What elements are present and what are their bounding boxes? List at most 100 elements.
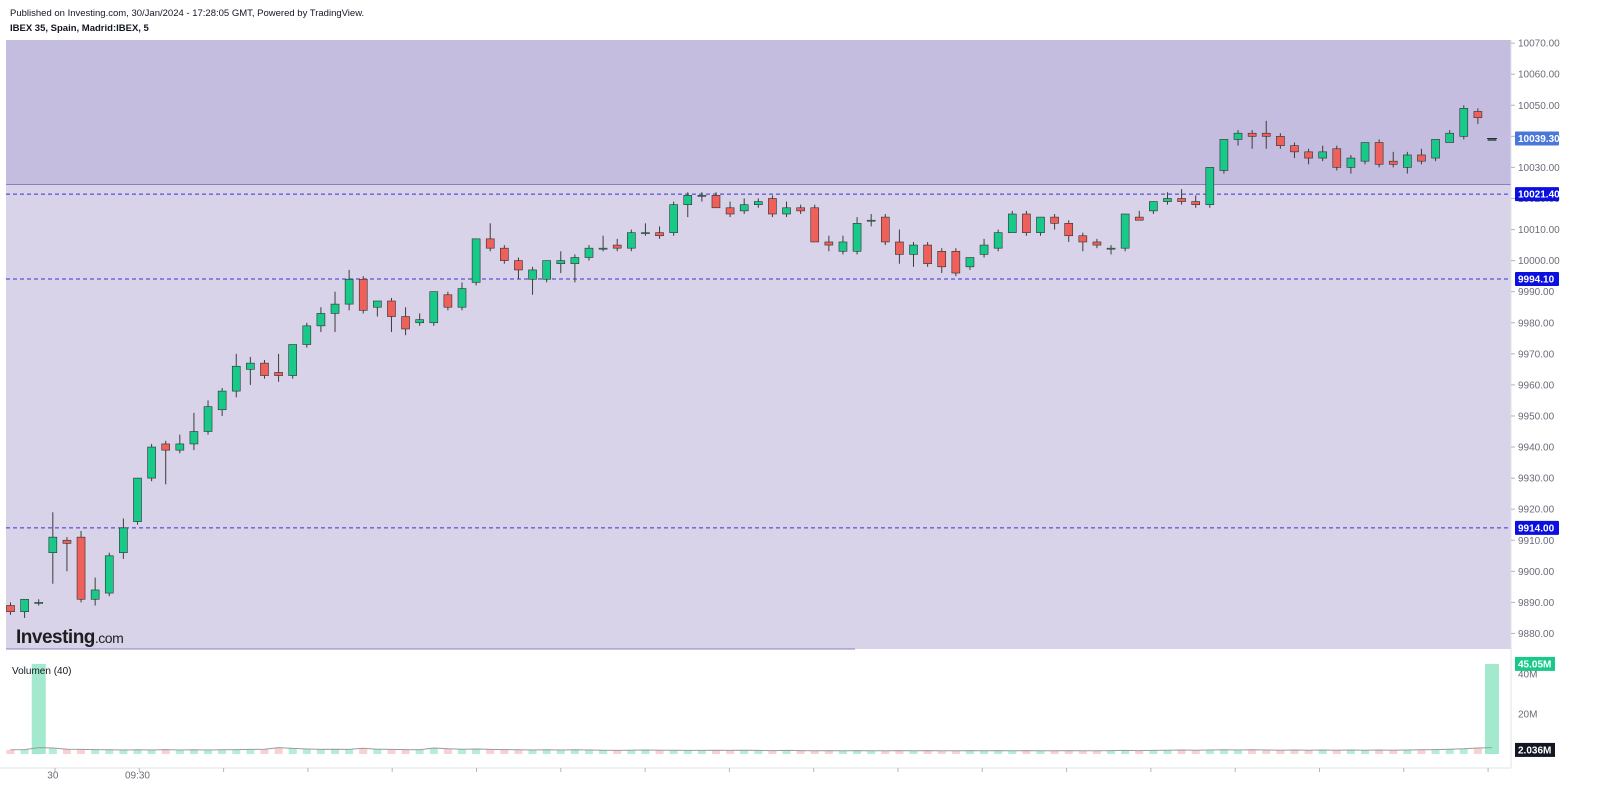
- candle[interactable]: [909, 241, 918, 267]
- candle[interactable]: [358, 276, 368, 314]
- candle[interactable]: [1064, 220, 1074, 242]
- candle[interactable]: [76, 530, 86, 603]
- candle[interactable]: [528, 266, 537, 295]
- candle[interactable]: [1022, 210, 1031, 236]
- candle[interactable]: [471, 238, 481, 286]
- candle[interactable]: [542, 260, 551, 283]
- candle[interactable]: [344, 269, 354, 311]
- candle[interactable]: [895, 229, 904, 264]
- candle[interactable]: [161, 440, 171, 485]
- candle[interactable]: [260, 360, 269, 379]
- candle[interactable]: [48, 512, 58, 584]
- candle[interactable]: [1205, 167, 1215, 208]
- candle[interactable]: [683, 192, 693, 218]
- candle[interactable]: [514, 257, 523, 280]
- candle[interactable]: [175, 434, 185, 454]
- candle[interactable]: [373, 300, 382, 317]
- candle[interactable]: [1360, 142, 1370, 165]
- candle[interactable]: [1445, 130, 1454, 143]
- candle[interactable]: [584, 245, 594, 261]
- candle[interactable]: [782, 201, 791, 218]
- candle[interactable]: [90, 577, 100, 606]
- candle[interactable]: [570, 254, 580, 283]
- candle[interactable]: [556, 251, 566, 274]
- candle[interactable]: [1388, 151, 1398, 168]
- candle[interactable]: [443, 291, 453, 311]
- candle[interactable]: [415, 313, 424, 326]
- candle[interactable]: [880, 214, 890, 246]
- candle[interactable]: [387, 297, 396, 333]
- candle[interactable]: [1247, 130, 1257, 149]
- candle[interactable]: [500, 245, 509, 264]
- candle[interactable]: [6, 602, 15, 615]
- candle[interactable]: [189, 412, 199, 451]
- candle[interactable]: [768, 195, 777, 218]
- candle[interactable]: [119, 518, 128, 559]
- candle[interactable]: [1036, 216, 1045, 236]
- candle[interactable]: [1276, 133, 1285, 149]
- candle[interactable]: [217, 388, 227, 416]
- candle[interactable]: [937, 248, 947, 274]
- candle[interactable]: [1106, 245, 1116, 255]
- candle[interactable]: [1374, 139, 1384, 168]
- candle[interactable]: [979, 238, 989, 258]
- candle[interactable]: [965, 257, 975, 270]
- candle[interactable]: [1304, 148, 1313, 165]
- candle[interactable]: [1261, 120, 1271, 149]
- candle[interactable]: [1431, 139, 1440, 162]
- candle[interactable]: [429, 291, 439, 326]
- candle[interactable]: [697, 192, 707, 202]
- candle[interactable]: [274, 353, 283, 382]
- candle[interactable]: [104, 552, 114, 597]
- candle[interactable]: [1177, 189, 1186, 205]
- candle[interactable]: [1290, 142, 1299, 159]
- candle[interactable]: [1233, 130, 1243, 146]
- candle[interactable]: [754, 198, 763, 208]
- candle[interactable]: [739, 198, 749, 214]
- candle[interactable]: [401, 307, 410, 336]
- candle[interactable]: [641, 223, 650, 236]
- candle[interactable]: [1191, 195, 1200, 208]
- candle[interactable]: [1459, 105, 1469, 140]
- candle[interactable]: [951, 248, 961, 277]
- candle[interactable]: [1134, 210, 1144, 221]
- candle[interactable]: [34, 599, 44, 606]
- candle[interactable]: [133, 477, 142, 525]
- candle[interactable]: [1346, 154, 1356, 174]
- candle[interactable]: [330, 291, 340, 333]
- candle[interactable]: [20, 598, 29, 618]
- candle[interactable]: [316, 307, 326, 333]
- candle[interactable]: [1417, 148, 1426, 165]
- candle[interactable]: [993, 229, 1003, 252]
- candle[interactable]: [1092, 238, 1102, 249]
- candle[interactable]: [1050, 214, 1059, 230]
- candle[interactable]: [796, 204, 805, 214]
- candle[interactable]: [1473, 108, 1483, 124]
- candle[interactable]: [1403, 151, 1412, 174]
- candle[interactable]: [147, 443, 156, 482]
- candle[interactable]: [598, 235, 608, 252]
- candle[interactable]: [1078, 232, 1088, 252]
- candle[interactable]: [669, 201, 678, 236]
- candle[interactable]: [302, 322, 312, 348]
- candle[interactable]: [1007, 210, 1017, 233]
- candle[interactable]: [725, 201, 735, 218]
- candle[interactable]: [1120, 213, 1130, 252]
- candle[interactable]: [1163, 192, 1172, 205]
- candle[interactable]: [852, 217, 862, 255]
- candle[interactable]: [824, 235, 834, 252]
- candle[interactable]: [203, 400, 213, 435]
- candle[interactable]: [1149, 201, 1158, 214]
- candle[interactable]: [1318, 145, 1327, 162]
- candle[interactable]: [866, 214, 876, 227]
- candle[interactable]: [810, 204, 820, 243]
- candle[interactable]: [485, 223, 495, 252]
- candle[interactable]: [627, 229, 636, 252]
- candle[interactable]: [1219, 139, 1229, 174]
- candle[interactable]: [838, 235, 848, 255]
- candle[interactable]: [655, 226, 664, 239]
- candle[interactable]: [711, 192, 721, 209]
- candle[interactable]: [612, 238, 622, 252]
- candle[interactable]: [246, 356, 255, 385]
